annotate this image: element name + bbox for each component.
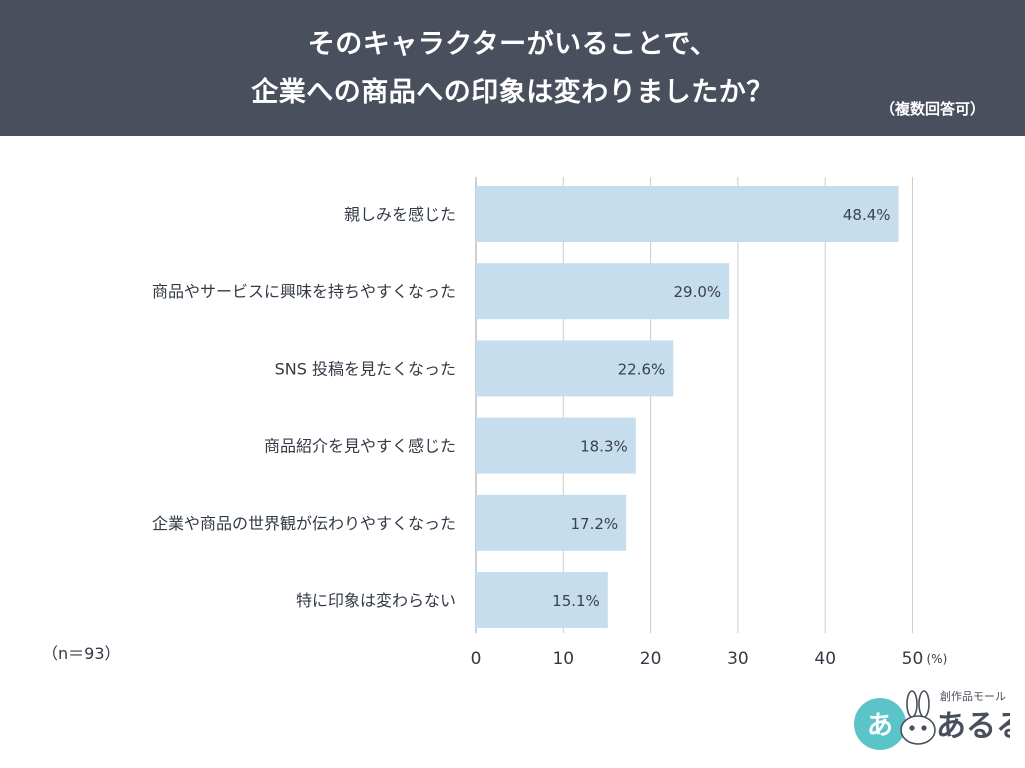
value-label-1: 29.0% [674, 283, 722, 301]
logo-big-text: あるる [936, 709, 1010, 744]
rabbit-icon [900, 690, 936, 745]
value-label-3: 18.3% [580, 438, 628, 456]
sample-size-note: （n＝93） [42, 644, 121, 663]
x-unit-label: (%) [927, 652, 948, 666]
x-tick-label-20: 20 [640, 649, 662, 669]
logo-small-text: 創作品モール [940, 689, 1006, 703]
category-label-2: SNS 投稿を見たくなった [275, 359, 456, 378]
x-tick-label-10: 10 [552, 649, 574, 669]
category-label-1: 商品やサービスに興味を持ちやすくなった [152, 282, 456, 301]
x-tick-label-30: 30 [727, 649, 749, 669]
category-label-5: 特に印象は変わらない [296, 591, 456, 610]
bar-3 [476, 417, 636, 474]
title-line-1: そのキャラクターがいることで、 [307, 29, 718, 60]
x-tick-label-50: 50 [902, 649, 924, 669]
multiple-answer-note: （複数回答可） [879, 100, 985, 118]
x-tick-label-0: 0 [471, 649, 482, 669]
bar-0 [476, 186, 899, 242]
value-label-4: 17.2% [570, 515, 618, 533]
value-label-2: 22.6% [618, 360, 666, 378]
bar-5 [476, 572, 608, 628]
bar-1 [476, 263, 730, 320]
x-tick-label-40: 40 [814, 649, 836, 669]
logo-mark-text: あ [867, 711, 893, 741]
category-label-4: 企業や商品の世界観が伝わりやすくなった [152, 514, 456, 533]
category-label-3: 商品紹介を見やすく感じた [264, 437, 456, 456]
value-label-5: 15.1% [552, 592, 600, 610]
logo-circle-icon [854, 698, 906, 750]
category-label-0: 親しみを感じた [344, 205, 456, 224]
value-label-0: 48.4% [843, 206, 891, 224]
title-line-2: 企業への商品への印象は変わりましたか？ [251, 77, 774, 108]
aruru-logo: あ 創作品モール あるる [854, 689, 1010, 750]
bar-2 [476, 340, 674, 397]
bar-4 [476, 494, 627, 551]
header-banner: そのキャラクターがいることで、 企業への商品への印象は変わりましたか？ （複数回… [0, 0, 1025, 136]
